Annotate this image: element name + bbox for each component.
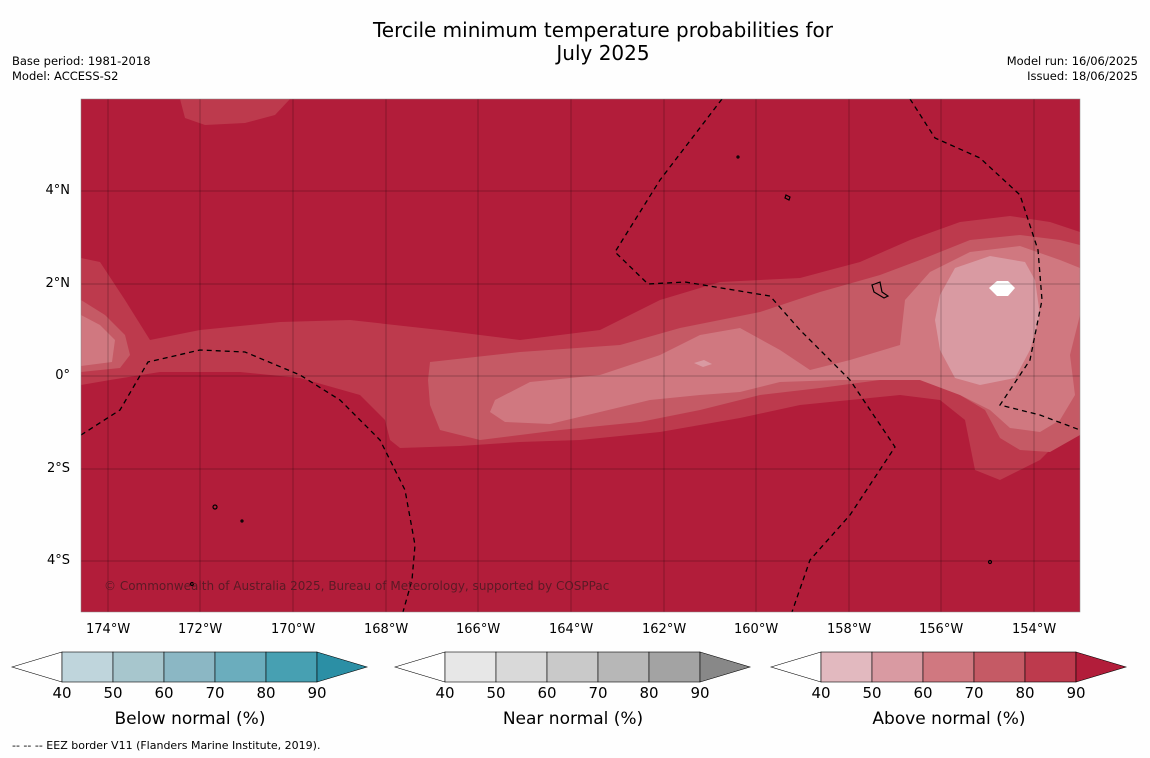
colorbar-tick-label: 60 bbox=[537, 684, 557, 702]
model-run: Model run: 16/06/2025 bbox=[1006, 54, 1138, 68]
lon-tick: 158°W bbox=[827, 622, 872, 637]
lon-tick: 162°W bbox=[642, 622, 687, 637]
colorbar-near-normal bbox=[393, 651, 752, 683]
contour-below-40 bbox=[989, 281, 1015, 296]
colorbar-segment bbox=[163, 651, 216, 683]
lat-tick: 2°N bbox=[45, 276, 71, 291]
map-title-line1: Tercile minimum temperature probabilitie… bbox=[372, 18, 834, 42]
colorbar-segment bbox=[495, 651, 548, 683]
colorbar-tick-label: 80 bbox=[256, 684, 276, 702]
colorbar-tick-label: 50 bbox=[103, 684, 123, 702]
lon-tick: 168°W bbox=[364, 622, 409, 637]
colorbar-segment bbox=[1024, 651, 1077, 683]
model-name: Model: ACCESS-S2 bbox=[12, 69, 119, 83]
colorbar-max-arrow bbox=[1075, 651, 1128, 683]
colorbar-below-normal bbox=[10, 651, 369, 683]
colorbar-segment bbox=[444, 651, 497, 683]
lon-tick: 160°W bbox=[734, 622, 779, 637]
issued-date: Issued: 18/06/2025 bbox=[1027, 69, 1138, 83]
colorbar-tick-label: 90 bbox=[690, 684, 710, 702]
lat-tick: 2°S bbox=[46, 461, 70, 476]
contour-band-60 bbox=[490, 246, 1080, 432]
colorbar-tick-label: 50 bbox=[486, 684, 506, 702]
colorbar-segment bbox=[820, 651, 873, 683]
colorbar-tick-label: 70 bbox=[588, 684, 608, 702]
lon-tick: 164°W bbox=[549, 622, 594, 637]
colorbar-tick-label: 90 bbox=[1066, 684, 1086, 702]
colorbar-tick-label: 40 bbox=[52, 684, 72, 702]
colorbars bbox=[10, 651, 1128, 683]
lon-tick: 166°W bbox=[456, 622, 501, 637]
colorbar-tick-label: 40 bbox=[811, 684, 831, 702]
colorbar-tick-label: 60 bbox=[154, 684, 174, 702]
colorbar-tick-label: 80 bbox=[1015, 684, 1035, 702]
colorbar-segment bbox=[61, 651, 114, 683]
colorbar-segment bbox=[265, 651, 318, 683]
colorbar-tick-label: 50 bbox=[862, 684, 882, 702]
colorbar-max-arrow bbox=[316, 651, 369, 683]
lon-tick: 156°W bbox=[919, 622, 964, 637]
colorbar-min-arrow bbox=[10, 651, 63, 683]
lon-tick: 170°W bbox=[271, 622, 316, 637]
graticule bbox=[81, 99, 1080, 612]
contour-band-60-west bbox=[81, 315, 115, 366]
colorbar-tick-label: 40 bbox=[435, 684, 455, 702]
map-title-line2: July 2025 bbox=[556, 41, 650, 65]
colorbar-title-above: Above normal (%) bbox=[872, 709, 1026, 729]
islands bbox=[189, 155, 993, 587]
lat-tick: 4°S bbox=[46, 553, 70, 568]
colorbar-segment bbox=[112, 651, 165, 683]
colorbar-segment bbox=[922, 651, 975, 683]
lat-tick: 4°N bbox=[45, 183, 71, 198]
colorbar-tick-label: 70 bbox=[205, 684, 225, 702]
eez-footnote: -- -- -- EEZ border V11 (Flanders Marine… bbox=[12, 739, 321, 752]
colorbar-segment bbox=[214, 651, 267, 683]
lon-tick: 172°W bbox=[178, 622, 223, 637]
lat-tick: 0° bbox=[55, 368, 70, 383]
colorbar-min-arrow bbox=[769, 651, 822, 683]
colorbar-tick-label: 70 bbox=[964, 684, 984, 702]
colorbar-tick-label: 80 bbox=[639, 684, 659, 702]
contour-band-80-top bbox=[180, 99, 290, 125]
colorbar-title-near: Near normal (%) bbox=[502, 709, 644, 729]
eez-borders bbox=[81, 99, 1080, 612]
colorbar-segment bbox=[597, 651, 650, 683]
colorbar-tick-label: 60 bbox=[913, 684, 933, 702]
colorbar-segment bbox=[871, 651, 924, 683]
copyright-text: © Commonwealth of Australia 2025, Bureau… bbox=[104, 579, 610, 593]
contour-band-50-spot bbox=[694, 360, 712, 367]
colorbar-max-arrow bbox=[699, 651, 752, 683]
colorbar-segment bbox=[648, 651, 701, 683]
base-period: Base period: 1981-2018 bbox=[12, 54, 151, 68]
colorbar-segment bbox=[973, 651, 1026, 683]
lon-tick: 174°W bbox=[86, 622, 131, 637]
colorbar-above-normal bbox=[769, 651, 1128, 683]
colorbar-tick-label: 90 bbox=[307, 684, 327, 702]
colorbar-segment bbox=[546, 651, 599, 683]
colorbar-min-arrow bbox=[393, 651, 446, 683]
lon-tick: 154°W bbox=[1012, 622, 1057, 637]
colorbar-title-below: Below normal (%) bbox=[114, 709, 266, 729]
